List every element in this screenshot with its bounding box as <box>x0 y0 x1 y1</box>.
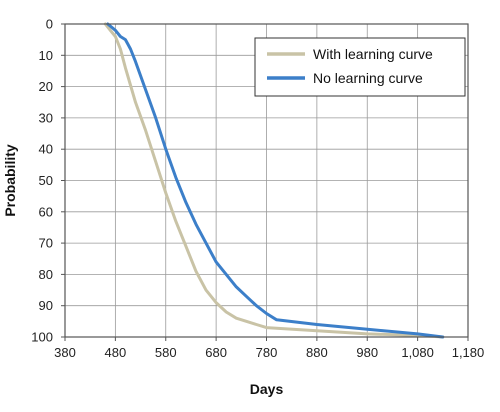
y-tick-label: 100 <box>31 330 53 345</box>
x-tick-label: 880 <box>306 345 328 360</box>
y-tick-label: 80 <box>39 267 53 282</box>
legend: With learning curve No learning curve <box>254 37 466 97</box>
x-axis-title: Days <box>250 381 284 397</box>
x-axis-ticks: 380 480 580 680 780 880 980 1,080 1,180 <box>54 337 484 360</box>
y-tick-label: 90 <box>39 298 53 313</box>
y-axis-title: Probability <box>2 144 18 217</box>
y-tick-label: 30 <box>39 110 53 125</box>
y-tick-label: 0 <box>46 17 53 32</box>
x-tick-label: 1,080 <box>401 345 434 360</box>
y-tick-label: 60 <box>39 204 53 219</box>
series-line-1 <box>103 22 445 339</box>
x-tick-label: 780 <box>256 345 278 360</box>
y-tick-label: 10 <box>39 48 53 63</box>
x-tick-label: 380 <box>54 345 76 360</box>
y-tick-label: 70 <box>39 236 53 251</box>
legend-box <box>254 37 466 97</box>
y-axis-ticks: 0 10 20 30 40 50 60 70 80 90 100 <box>31 17 65 345</box>
y-tick-label: 50 <box>39 173 53 188</box>
x-tick-label: 480 <box>105 345 127 360</box>
x-tick-label: 680 <box>205 345 227 360</box>
x-tick-label: 580 <box>155 345 177 360</box>
series-lines <box>103 22 445 339</box>
x-tick-label: 980 <box>356 345 378 360</box>
y-tick-label: 20 <box>39 79 53 94</box>
legend-label-1: With learning curve <box>313 46 433 62</box>
x-tick-label: 1,180 <box>452 345 485 360</box>
y-tick-label: 40 <box>39 142 53 157</box>
legend-label-2: No learning curve <box>313 70 423 86</box>
series-line-2 <box>106 22 445 339</box>
